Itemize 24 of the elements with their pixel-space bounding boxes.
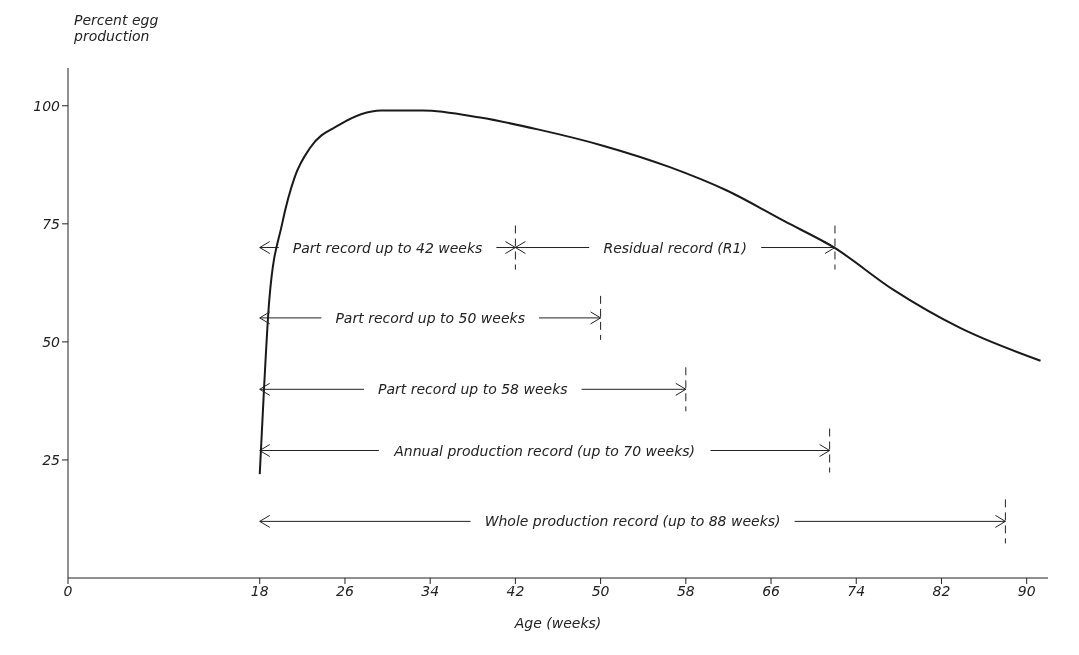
y-tick-label: 75 bbox=[42, 215, 61, 232]
ref-line-label: Whole production record (up to 88 weeks) bbox=[484, 513, 781, 530]
ref-line-label: Part record up to 50 weeks bbox=[335, 309, 525, 326]
x-tick-label: 42 bbox=[506, 582, 525, 599]
x-tick-label: 82 bbox=[932, 582, 951, 599]
ref-line-label: Annual production record (up to 70 weeks) bbox=[393, 442, 696, 459]
x-tick-label: 90 bbox=[1017, 582, 1036, 599]
x-tick-label: 0 bbox=[63, 582, 73, 599]
y-tick-label: 100 bbox=[33, 97, 61, 114]
x-axis-title: Age (weeks) bbox=[513, 615, 602, 631]
x-tick-label: 66 bbox=[762, 582, 781, 599]
y-tick-label: 50 bbox=[42, 333, 61, 350]
y-axis-title: Percent egg production bbox=[74, 12, 160, 44]
ref-line-label: Residual record (R1) bbox=[603, 239, 747, 256]
y-tick-label: 25 bbox=[42, 451, 61, 468]
x-tick-label: 74 bbox=[847, 582, 866, 599]
x-tick-label: 58 bbox=[676, 582, 695, 599]
ref-line-label: Part record up to 58 weeks bbox=[378, 381, 568, 398]
x-tick-label: 34 bbox=[421, 582, 440, 599]
x-tick-label: 18 bbox=[250, 582, 269, 599]
x-tick-label: 26 bbox=[336, 582, 354, 599]
line-series bbox=[258, 109, 1042, 476]
x-tick-label: 50 bbox=[591, 582, 610, 599]
ref-line-label: Part record up to 42 weeks bbox=[292, 239, 483, 256]
